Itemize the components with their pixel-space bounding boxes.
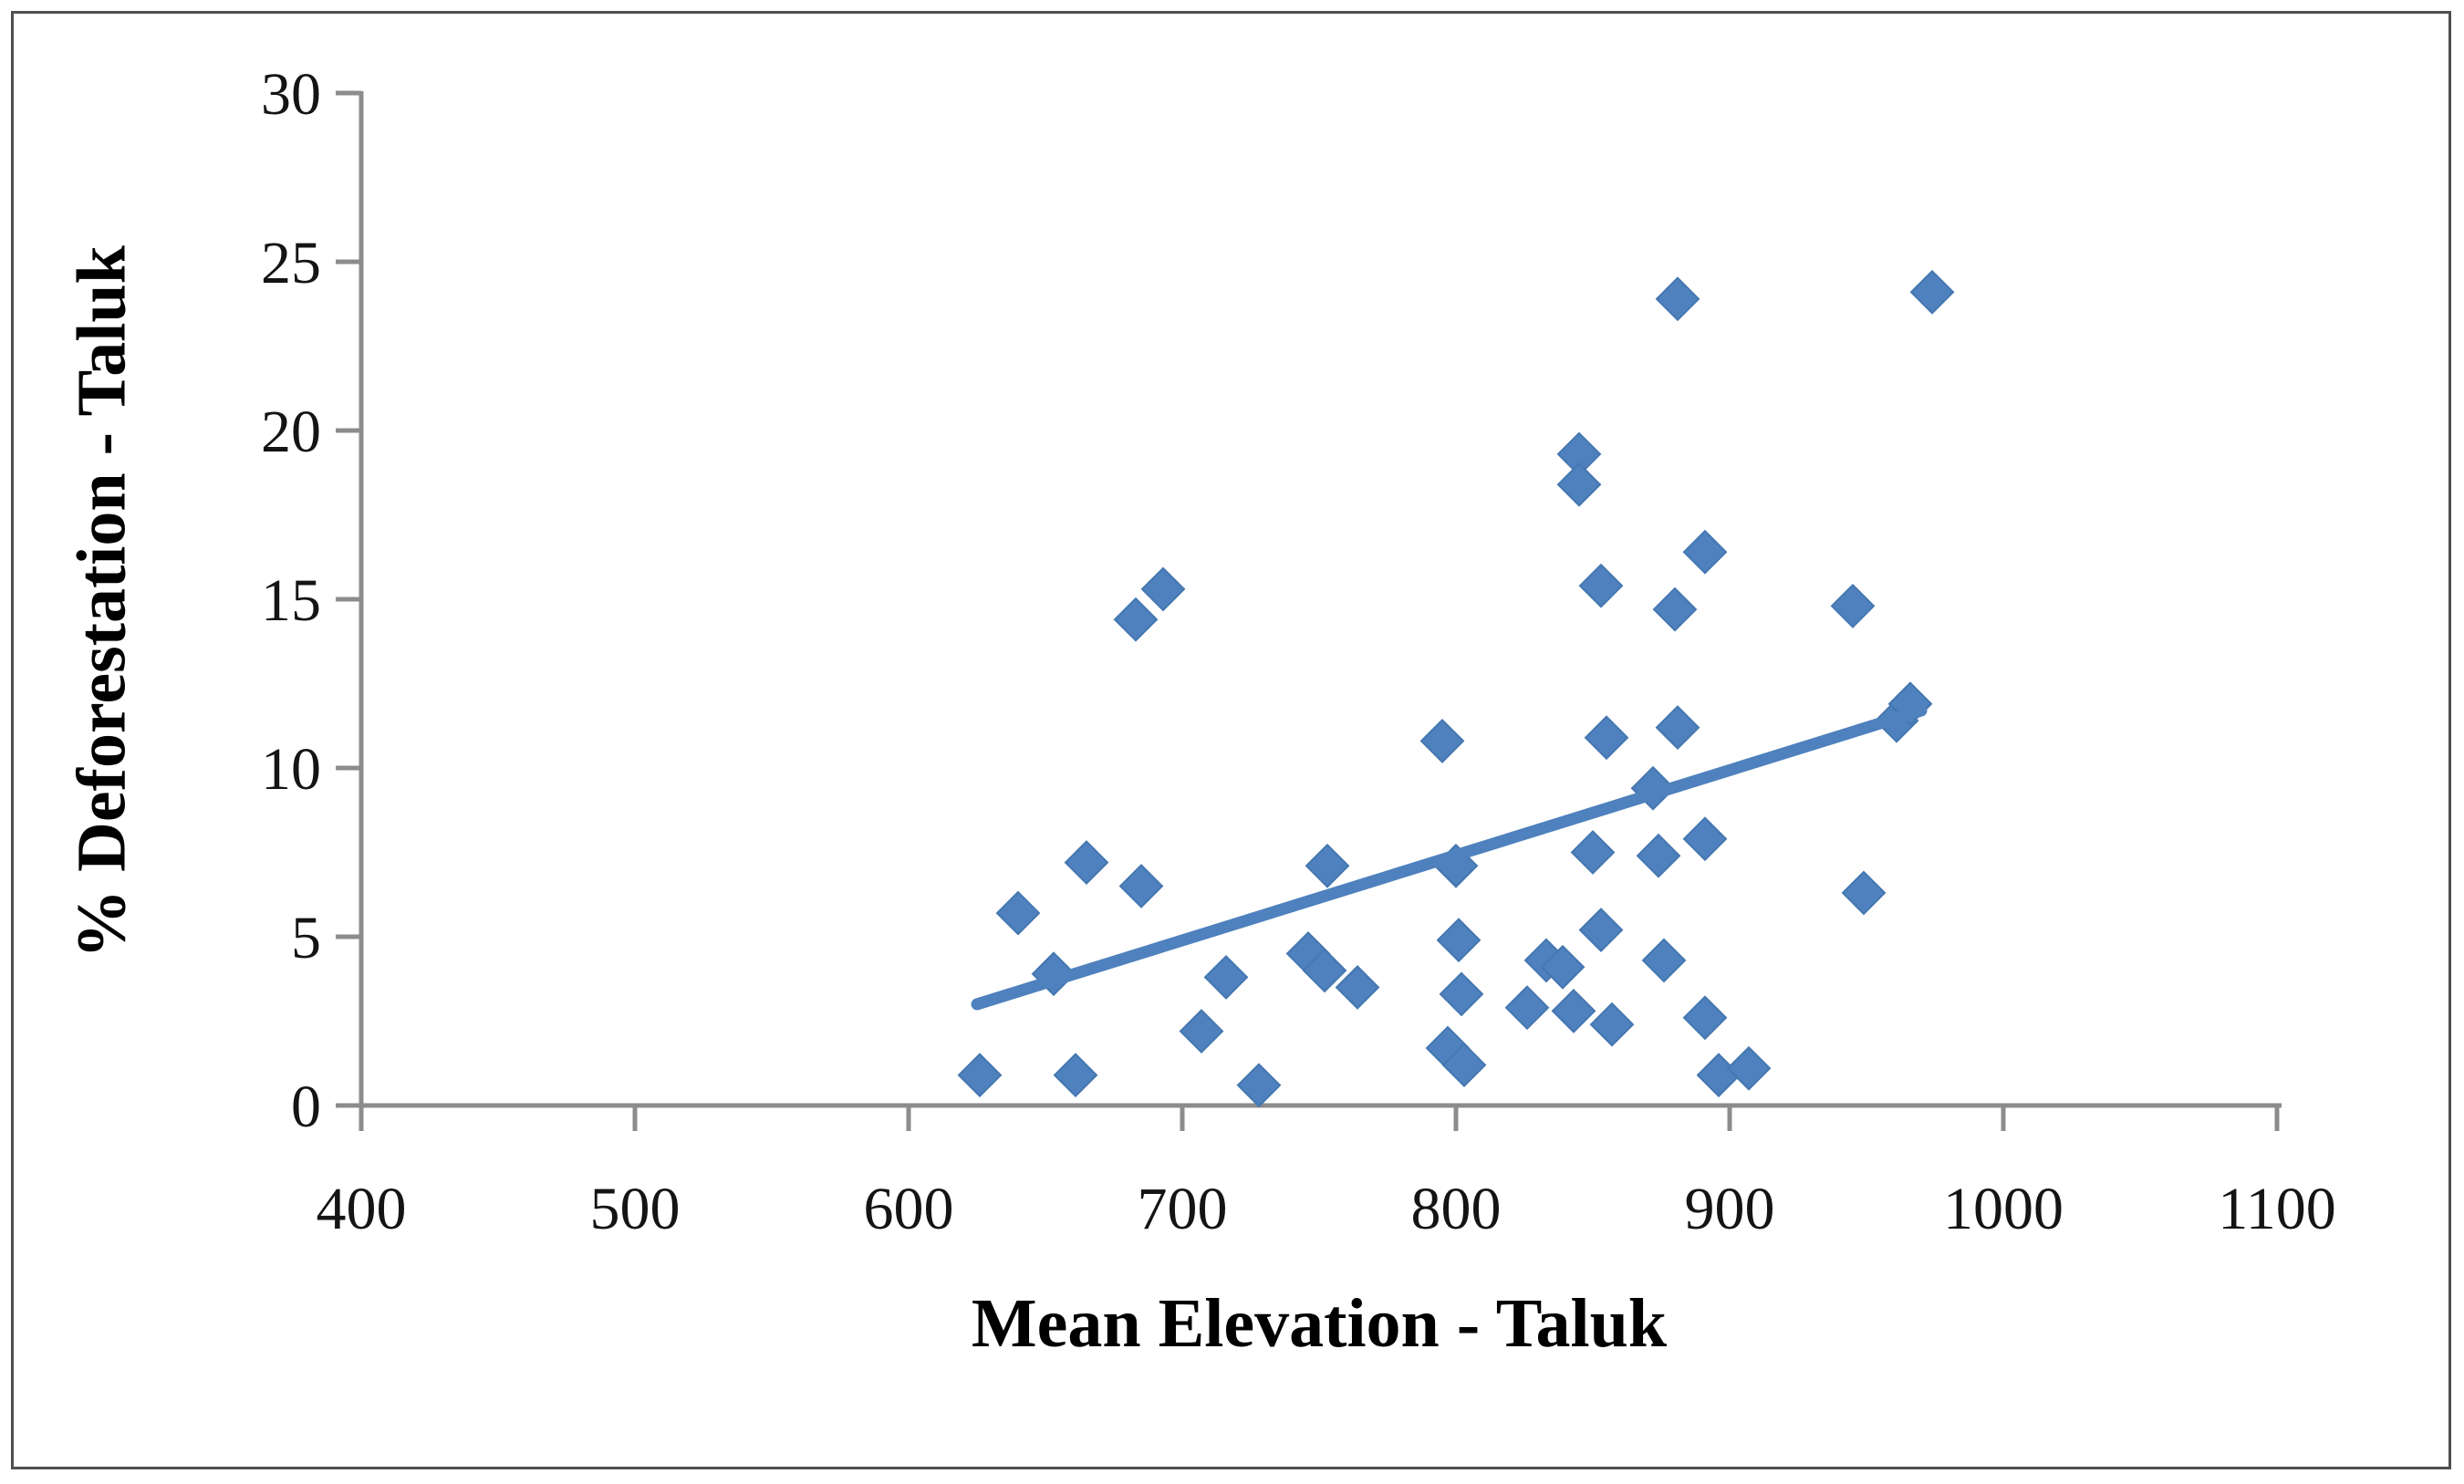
data-point-marker <box>1302 948 1347 993</box>
data-point-marker <box>1419 718 1465 763</box>
data-point-marker <box>1636 833 1681 878</box>
data-point-marker <box>1655 705 1700 751</box>
data-point-marker <box>1589 1001 1635 1047</box>
y-tick-label: 20 <box>261 399 321 465</box>
y-tick-label: 0 <box>291 1074 321 1140</box>
y-tick-label: 5 <box>291 905 321 971</box>
x-tick-label: 700 <box>1138 1176 1228 1242</box>
data-point-marker <box>1305 843 1350 888</box>
data-point-marker <box>1064 840 1109 886</box>
data-point-marker <box>1540 944 1585 990</box>
data-point-marker <box>1236 1063 1282 1108</box>
data-point-marker <box>1203 954 1249 1000</box>
x-tick-label: 600 <box>864 1176 954 1242</box>
data-point-marker <box>1726 1045 1772 1091</box>
data-point-marker <box>1578 908 1624 953</box>
data-point-marker <box>995 890 1041 936</box>
x-axis-title: Mean Elevation - Taluk <box>971 1285 1668 1362</box>
x-tick-label: 900 <box>1685 1176 1775 1242</box>
data-point-marker <box>1113 597 1159 642</box>
y-tick-label: 25 <box>261 230 321 296</box>
data-point-marker <box>1118 864 1164 908</box>
data-point-marker <box>1053 1053 1098 1098</box>
data-point-marker <box>1584 715 1629 761</box>
x-tick-label: 1100 <box>2218 1176 2336 1242</box>
data-point-marker <box>1652 586 1698 632</box>
y-axis-title: % Deforestation - Taluk <box>63 245 140 959</box>
data-point-marker <box>1641 938 1687 983</box>
data-point-marker <box>1909 269 1955 315</box>
data-point-marker <box>1655 276 1700 322</box>
x-tick-label: 500 <box>590 1176 681 1242</box>
y-tick-label: 10 <box>261 736 321 803</box>
data-point-marker <box>1556 462 1602 507</box>
data-point-marker <box>1140 566 1186 612</box>
y-tick-label: 30 <box>261 61 321 128</box>
trendline <box>971 704 1928 1011</box>
data-point-marker <box>1830 583 1876 628</box>
data-point-marker <box>1682 816 1728 862</box>
y-tick-label: 15 <box>261 567 321 634</box>
data-point-marker <box>1436 918 1482 963</box>
x-tick-label: 800 <box>1411 1176 1502 1242</box>
data-point-marker <box>1504 985 1550 1031</box>
data-point-marker <box>1551 988 1596 1033</box>
data-point-marker <box>1682 529 1728 575</box>
x-tick-label: 400 <box>317 1176 407 1242</box>
data-point-marker <box>1682 995 1728 1041</box>
x-tick-label: 1000 <box>1943 1176 2064 1242</box>
data-point-marker <box>1841 870 1887 916</box>
data-point-marker <box>1570 830 1616 875</box>
data-point-marker <box>1441 1043 1487 1088</box>
data-point-marker <box>1578 563 1624 608</box>
figure-border <box>11 11 2451 1469</box>
data-point-marker <box>1335 965 1380 1010</box>
data-point-marker <box>957 1053 1003 1098</box>
data-point-marker <box>1179 1009 1224 1054</box>
data-point-marker <box>1439 971 1484 1017</box>
